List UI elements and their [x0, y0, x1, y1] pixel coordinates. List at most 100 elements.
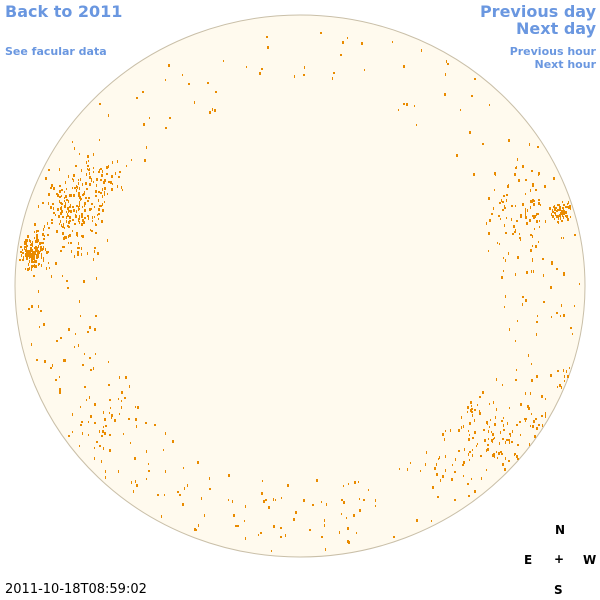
- facula: [500, 218, 501, 220]
- facula: [560, 217, 561, 219]
- facula: [177, 491, 179, 493]
- facula: [445, 73, 446, 76]
- facula: [59, 196, 61, 198]
- prev-hour-link[interactable]: Previous hour: [509, 45, 596, 58]
- facula: [57, 194, 59, 197]
- facula: [106, 173, 108, 175]
- facula: [503, 424, 504, 427]
- facula: [32, 258, 33, 261]
- facula: [69, 206, 71, 208]
- facula: [98, 171, 100, 173]
- facula: [182, 503, 184, 506]
- facula: [569, 205, 571, 208]
- facula: [81, 253, 82, 256]
- facula: [59, 168, 60, 171]
- facula: [51, 184, 53, 187]
- facula: [70, 204, 71, 206]
- facula: [359, 498, 360, 500]
- facula: [131, 159, 132, 161]
- facula: [406, 103, 408, 106]
- facula: [53, 212, 55, 214]
- facula: [545, 398, 546, 400]
- facula: [41, 242, 43, 244]
- facula: [495, 416, 496, 419]
- facula: [47, 222, 48, 225]
- facula: [280, 527, 282, 529]
- facula: [96, 441, 98, 443]
- facula: [461, 426, 462, 429]
- next-hour-link[interactable]: Next hour: [534, 58, 597, 71]
- facula: [134, 457, 136, 460]
- prev-day-link[interactable]: Previous day: [479, 2, 596, 21]
- facula: [567, 203, 568, 205]
- facula: [566, 370, 567, 373]
- facula: [469, 131, 471, 134]
- facula: [535, 189, 537, 191]
- facula: [562, 201, 563, 203]
- facula: [93, 167, 94, 169]
- facula: [557, 204, 559, 206]
- facula: [494, 172, 496, 175]
- facula: [79, 221, 80, 224]
- facula: [42, 202, 44, 204]
- facula: [505, 295, 506, 298]
- facula: [89, 396, 90, 399]
- facula: [212, 108, 213, 111]
- facula: [101, 174, 103, 177]
- facula: [110, 407, 111, 409]
- back-link[interactable]: Back to 2011: [5, 2, 123, 21]
- facula: [494, 189, 495, 191]
- facula: [557, 221, 558, 223]
- facula: [38, 263, 39, 266]
- facula: [209, 111, 211, 114]
- facula: [94, 206, 95, 208]
- facula: [550, 286, 552, 289]
- facular-link[interactable]: See facular data: [5, 45, 107, 58]
- facula: [59, 388, 61, 391]
- facula: [497, 242, 498, 244]
- facula: [551, 262, 553, 265]
- facula: [532, 184, 534, 187]
- facula: [24, 248, 25, 250]
- facula: [450, 429, 451, 432]
- facula: [32, 254, 34, 256]
- facula: [516, 369, 517, 371]
- facula: [557, 386, 558, 388]
- facula: [392, 41, 393, 43]
- facula: [574, 234, 576, 236]
- facula: [94, 250, 95, 253]
- facula: [64, 191, 65, 193]
- facula: [74, 223, 76, 225]
- facula: [522, 203, 524, 206]
- facula: [136, 97, 138, 99]
- facula: [488, 250, 489, 252]
- facula: [96, 277, 97, 280]
- facula: [89, 357, 91, 359]
- facula: [55, 262, 57, 265]
- facula: [62, 275, 63, 277]
- facula: [77, 251, 79, 253]
- facula: [527, 405, 529, 408]
- facula: [56, 340, 58, 342]
- facula: [464, 448, 465, 451]
- facula: [551, 261, 553, 263]
- facula: [164, 494, 165, 496]
- facula: [111, 416, 112, 419]
- facula: [80, 199, 81, 201]
- next-day-link[interactable]: Next day: [516, 19, 596, 38]
- facula: [36, 230, 37, 233]
- facula: [454, 499, 456, 501]
- facula: [425, 463, 426, 466]
- facula: [502, 201, 504, 203]
- facula: [100, 179, 102, 181]
- facula: [474, 431, 476, 434]
- facula: [99, 430, 100, 433]
- facula: [148, 463, 149, 465]
- facula: [529, 143, 530, 146]
- facula: [67, 287, 69, 289]
- facula: [522, 165, 524, 168]
- facula: [56, 193, 58, 195]
- facula: [121, 391, 123, 394]
- facula: [432, 486, 434, 489]
- facula: [63, 223, 64, 226]
